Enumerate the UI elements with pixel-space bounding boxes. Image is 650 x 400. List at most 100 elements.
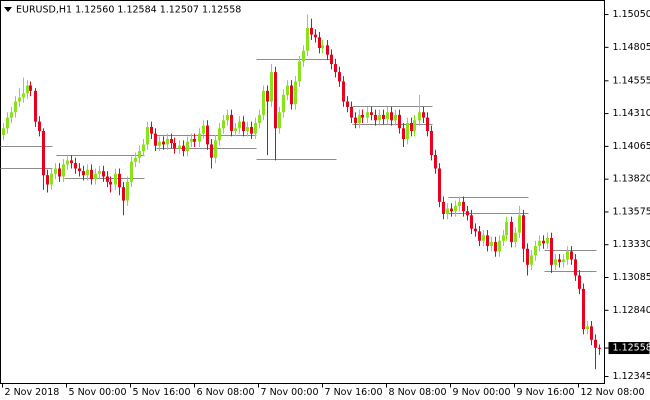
candle-body xyxy=(314,34,317,38)
candle-body xyxy=(374,114,377,121)
candle-body xyxy=(578,275,581,289)
candle-body xyxy=(258,114,261,123)
candle-body xyxy=(290,85,293,105)
candle-body xyxy=(598,347,601,349)
candle-body xyxy=(210,144,213,158)
candle-body xyxy=(170,139,173,144)
candle-body xyxy=(450,208,453,212)
candle-body xyxy=(482,235,485,241)
candle-body xyxy=(566,251,569,260)
candle-body xyxy=(158,141,161,146)
candle-body xyxy=(442,201,445,214)
candle-body xyxy=(510,221,513,243)
candle-body xyxy=(50,173,53,185)
candle-body xyxy=(182,145,185,152)
candle-body xyxy=(94,173,97,180)
y-tick-label: 1.13085 xyxy=(613,272,650,283)
candle-body xyxy=(538,240,541,247)
candle-body xyxy=(222,120,225,129)
candle-body xyxy=(62,164,65,177)
x-tick-label: 6 Nov 08:00 xyxy=(197,387,255,398)
candle-body xyxy=(462,201,465,212)
candle-body xyxy=(514,232,517,243)
candle-body xyxy=(526,248,529,265)
candle-body xyxy=(474,228,477,232)
candle-body xyxy=(274,72,277,129)
candle-body xyxy=(438,168,441,202)
candle-body xyxy=(262,90,265,115)
candle-body xyxy=(498,240,501,252)
candle-body xyxy=(586,326,589,330)
candle-body xyxy=(518,215,521,233)
candle-body xyxy=(354,117,357,123)
x-tick-label: 5 Nov 00:00 xyxy=(69,387,127,398)
candle-body xyxy=(126,181,129,201)
candle-body xyxy=(326,45,329,55)
candle-body xyxy=(434,155,437,169)
candle-body xyxy=(530,255,533,265)
y-tick-label: 1.14310 xyxy=(613,108,650,119)
candle-body xyxy=(370,112,373,115)
candle-body xyxy=(321,45,324,49)
candle-body xyxy=(310,27,313,35)
candle-body xyxy=(534,246,537,256)
candle-body xyxy=(18,97,21,102)
candle-body xyxy=(342,81,345,102)
candle-body xyxy=(46,175,49,185)
candle-body xyxy=(574,259,577,276)
candle-body xyxy=(358,114,361,123)
candle-body xyxy=(582,288,585,330)
candle-body xyxy=(430,130,433,156)
candle-body xyxy=(522,215,525,249)
candle-body xyxy=(270,72,273,102)
candle-body xyxy=(422,112,425,118)
candle-body xyxy=(58,168,61,177)
candle-body xyxy=(554,259,557,265)
y-tick-label: 1.13820 xyxy=(613,174,650,185)
candle-body xyxy=(190,139,193,142)
candle-body xyxy=(490,242,493,247)
candle-body xyxy=(334,64,337,73)
candle-body xyxy=(98,171,101,174)
candle-body xyxy=(558,259,561,263)
candle-body xyxy=(122,187,125,201)
candle-body xyxy=(10,112,13,118)
candle-body xyxy=(162,141,165,145)
candle-body xyxy=(178,145,181,149)
candle-body xyxy=(74,163,77,169)
candle-body xyxy=(218,128,221,141)
candle-body xyxy=(6,117,9,129)
candle-body xyxy=(202,125,205,134)
candle-body xyxy=(361,114,364,118)
candle-body xyxy=(278,112,281,129)
candle-body xyxy=(266,90,269,102)
candle-body xyxy=(242,121,245,131)
menu-icon xyxy=(4,7,12,12)
y-tick-label: 1.14555 xyxy=(613,75,650,86)
candle-body xyxy=(106,176,109,182)
candle-body xyxy=(230,114,233,131)
candle-body xyxy=(466,211,469,216)
candle-body xyxy=(29,85,32,91)
candle-body xyxy=(478,231,481,241)
y-tick-label: 1.14065 xyxy=(613,141,650,152)
x-tick-label: 8 Nov 08:00 xyxy=(389,387,447,398)
y-tick-label: 1.15050 xyxy=(613,9,650,20)
candle-body xyxy=(173,143,176,149)
candle-body xyxy=(294,81,297,105)
candle-body xyxy=(138,151,141,158)
candle-body xyxy=(502,235,505,241)
candle-body xyxy=(386,112,389,119)
candle-body xyxy=(350,106,353,118)
x-tick-label: 7 Nov 00:00 xyxy=(261,387,319,398)
candle-body xyxy=(226,114,229,121)
candle-body xyxy=(378,114,381,121)
candle-body xyxy=(234,128,237,131)
candle-body xyxy=(154,133,157,146)
candle-body xyxy=(82,171,85,176)
candle-body xyxy=(142,144,145,152)
chart-title: EURUSD,H1 1.12560 1.12584 1.12507 1.1255… xyxy=(16,5,241,16)
candle-body xyxy=(70,160,73,164)
candle-body xyxy=(394,114,397,121)
